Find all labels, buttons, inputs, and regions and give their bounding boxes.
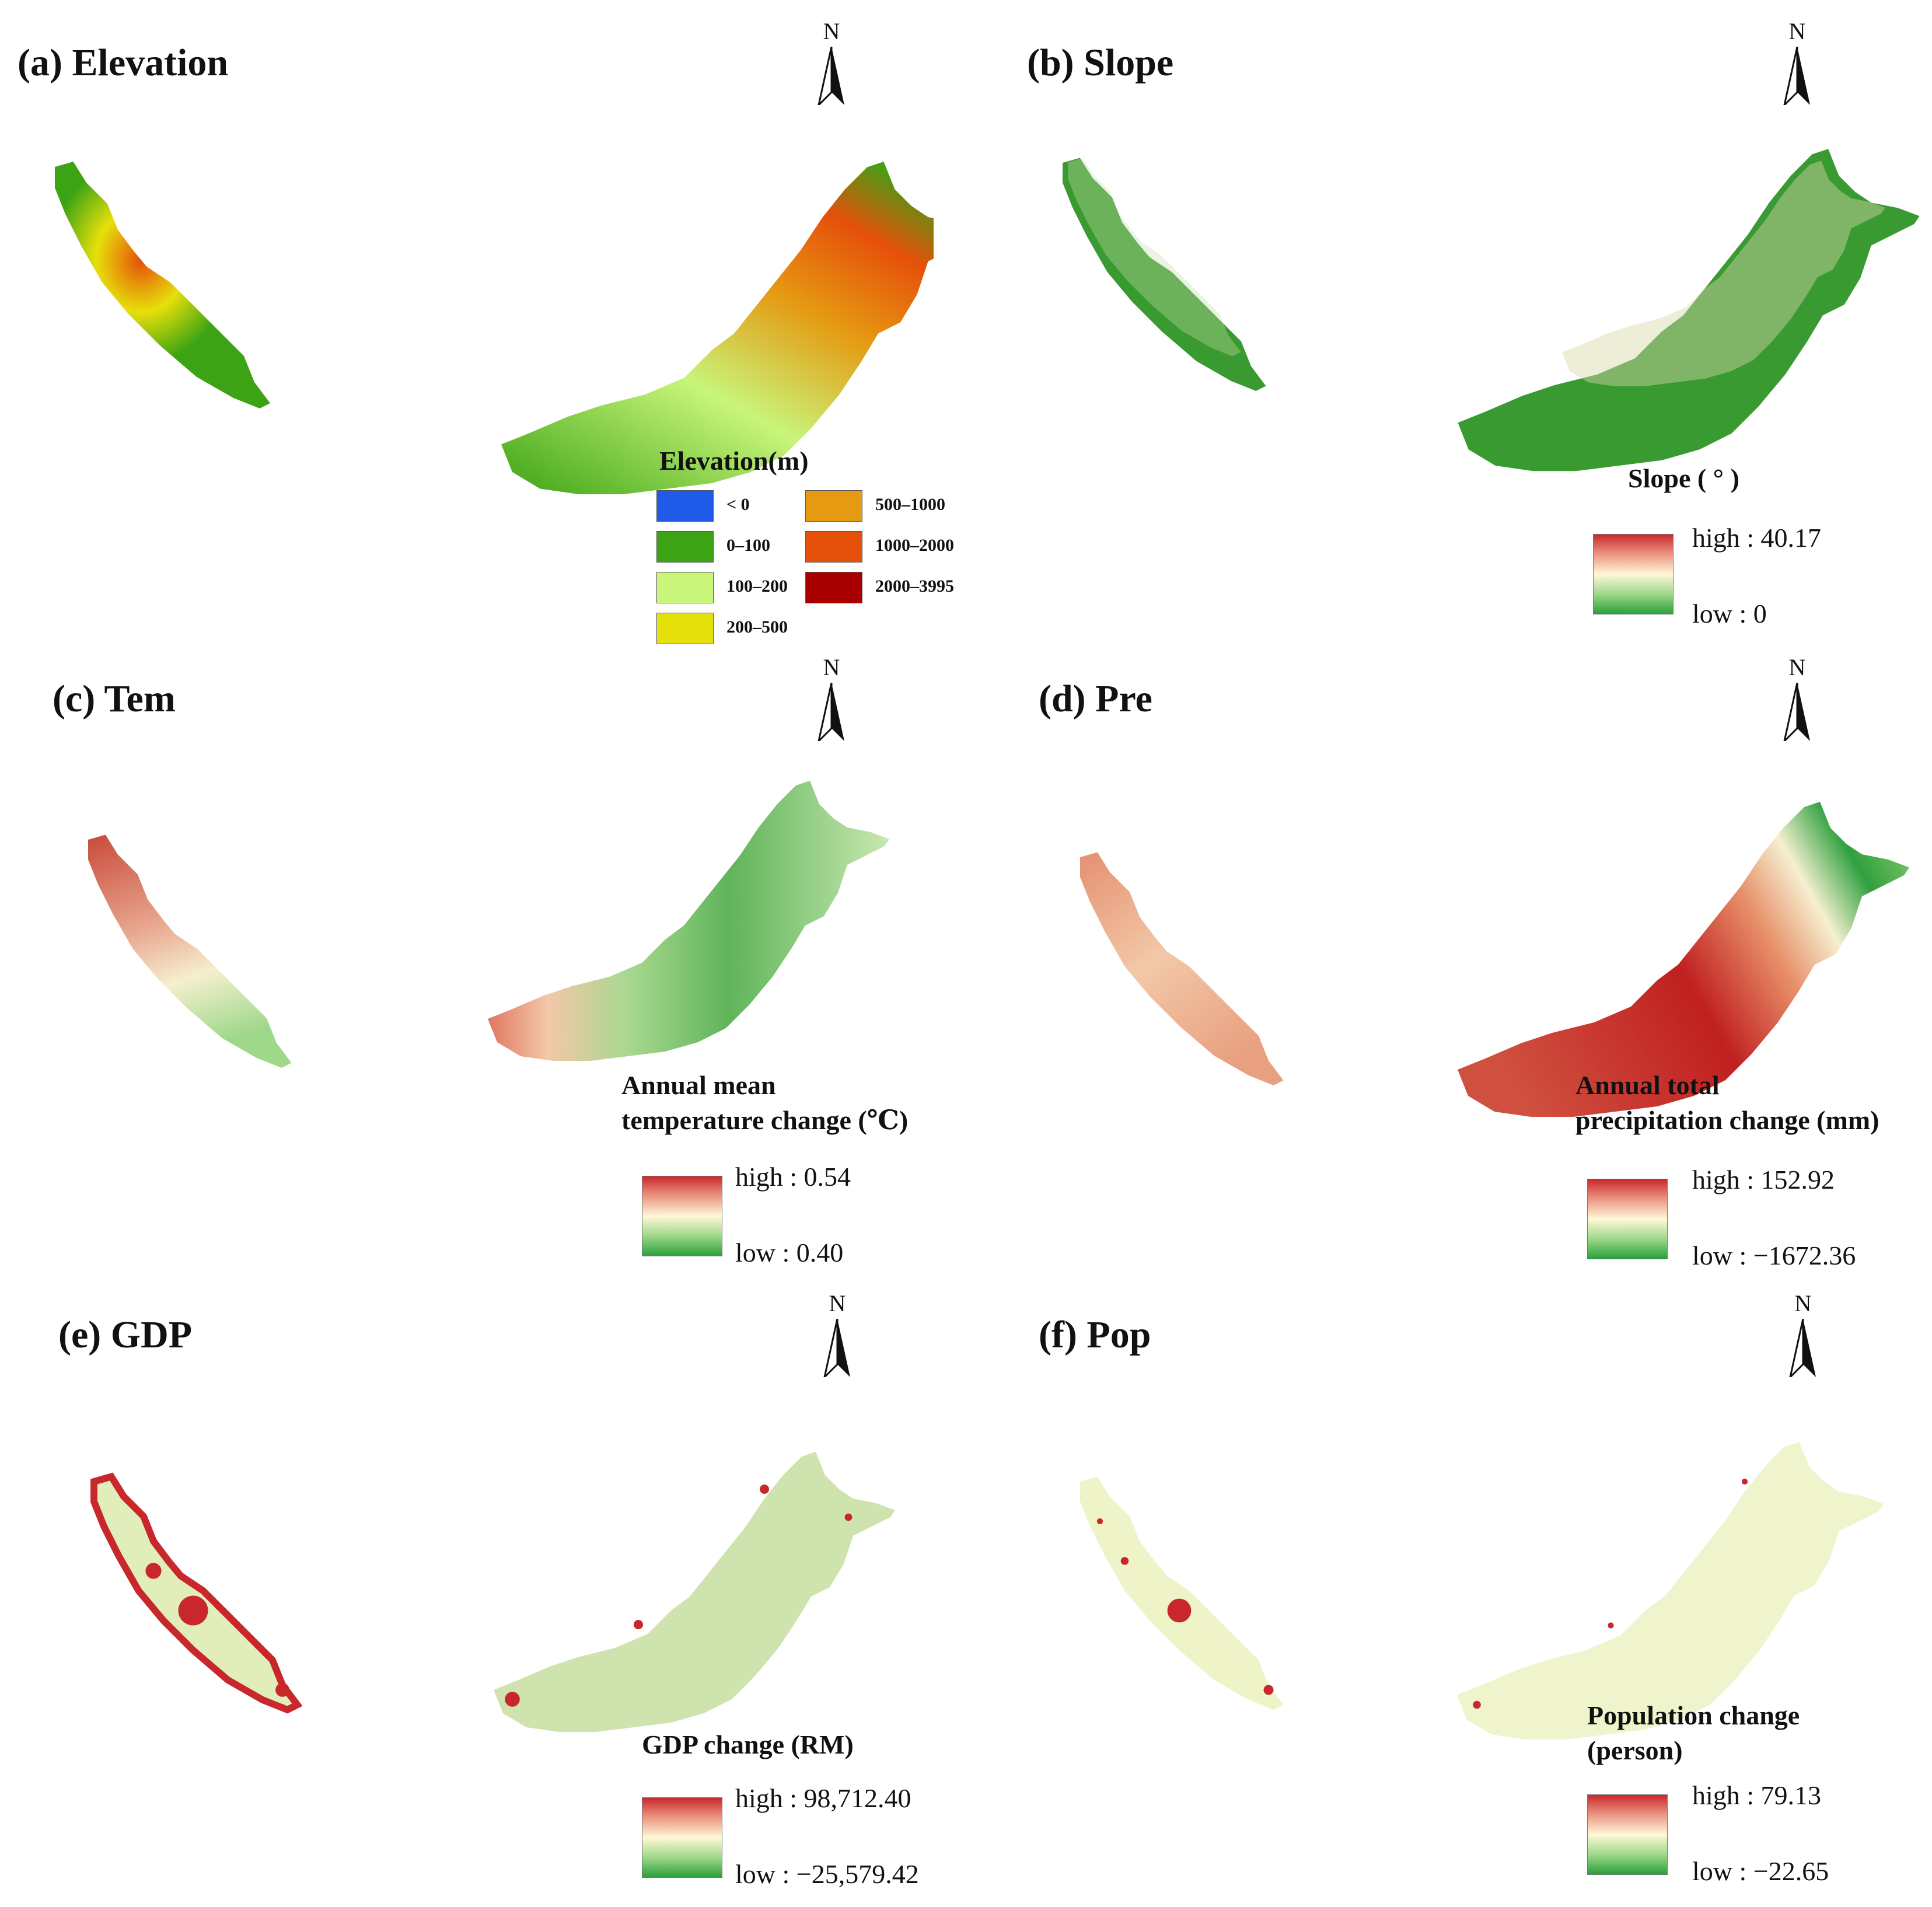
panel-temperature: (c) Tem N Annual mean temperature change… — [0, 636, 934, 1267]
legend-title-line2: precipitation change (mm) — [1575, 1105, 1879, 1135]
north-arrow-icon: N — [1774, 18, 1821, 105]
legend-low-label: low : −22.65 — [1692, 1856, 1829, 1886]
panel-title: (f) Pop — [1039, 1314, 1151, 1356]
legend-swatch-below-0 — [656, 490, 714, 522]
legend-title: Elevation(m) — [659, 446, 809, 476]
legend-swatch-200-500 — [656, 613, 714, 644]
legend-swatch-0-100 — [656, 531, 714, 563]
panel-population: (f) Pop N Population change (person) hig… — [1004, 1272, 1931, 1891]
panel-slope: (b) Slope N Slope ( ° ) high : 40.17 low… — [1004, 0, 1931, 628]
map-population — [1080, 1442, 1884, 1740]
panel-gdp: (e) GDP N GDP change (RM) high : 98,712.… — [0, 1272, 934, 1891]
legend-title-line1: Annual mean — [621, 1070, 776, 1100]
legend-swatch-2000-3995 — [805, 572, 862, 603]
legend-title-line2: (person) — [1587, 1735, 1683, 1765]
legend-colorbar — [1587, 1179, 1668, 1259]
legend-swatch-1000-2000 — [805, 531, 862, 563]
legend-title-line1: Population change — [1587, 1700, 1800, 1730]
legend-colorbar — [1593, 534, 1674, 614]
legend-swatch-500-1000 — [805, 490, 862, 522]
legend-title-line2: temperature change (℃) — [621, 1105, 909, 1135]
legend-high-label: high : 98,712.40 — [735, 1783, 911, 1813]
legend-title-line1: Annual total — [1575, 1070, 1720, 1100]
north-arrow-icon: N — [814, 1290, 861, 1377]
north-arrow-icon: N — [1780, 1290, 1826, 1377]
panel-elevation: (a) Elevation N Elevation(m) < 0 0–100 1… — [0, 0, 954, 644]
legend-low-label: low : 0 — [1692, 599, 1767, 628]
map-precipitation — [1080, 802, 1909, 1117]
legend-high-label: high : 79.13 — [1692, 1780, 1822, 1810]
legend-colorbar — [1587, 1794, 1668, 1875]
legend-swatch-100-200 — [656, 572, 714, 603]
legend-colorbar — [642, 1797, 722, 1878]
panel-title: (c) Tem — [53, 677, 176, 720]
panel-title: (b) Slope — [1027, 41, 1174, 84]
north-arrow-icon: N — [808, 18, 855, 105]
legend-high-label: high : 152.92 — [1692, 1165, 1835, 1195]
legend-title: GDP change (RM) — [642, 1730, 854, 1759]
legend-high-label: high : 0.54 — [735, 1162, 851, 1192]
panel-title: (d) Pre — [1039, 677, 1152, 720]
map-gdp — [0, 1452, 895, 1732]
map-peninsular-malaysia — [55, 162, 934, 495]
north-arrow-icon: N — [1774, 654, 1821, 741]
legend-low-label: low : −1672.36 — [1692, 1241, 1856, 1270]
legend-low-label: low : −25,579.42 — [735, 1859, 919, 1889]
legend-colorbar — [642, 1176, 722, 1256]
north-arrow-icon: N — [808, 654, 855, 741]
legend-title: Slope ( ° ) — [1628, 463, 1739, 493]
panel-title: (e) GDP — [58, 1314, 193, 1356]
legend-high-label: high : 40.17 — [1692, 523, 1822, 553]
panel-title: (a) Elevation — [18, 41, 229, 84]
panel-precipitation: (d) Pre N Annual total precipitation cha… — [1004, 636, 1931, 1270]
legend-low-label: low : 0.40 — [735, 1238, 844, 1267]
